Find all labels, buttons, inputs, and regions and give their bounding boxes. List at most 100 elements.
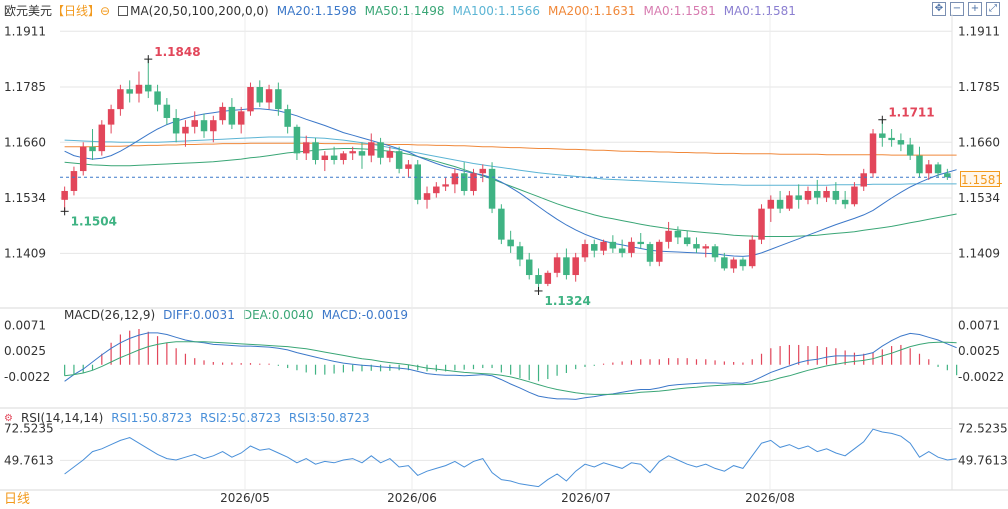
macd-y-tick-left: 0.0071: [4, 319, 46, 333]
candle-body: [553, 257, 561, 273]
candle-body: [423, 193, 431, 200]
x-tick-label: 2026/08: [745, 491, 795, 505]
candle-body: [879, 133, 886, 138]
candle-body: [563, 257, 570, 276]
candle-body: [302, 142, 310, 154]
candle-body: [832, 190, 840, 200]
candle-body: [488, 168, 496, 209]
y-tick-label-right: 1.1660: [958, 135, 1000, 149]
candle-body: [841, 199, 849, 205]
candle-body: [507, 239, 514, 247]
candle-body: [61, 190, 68, 200]
period-button[interactable]: 日线: [4, 492, 31, 507]
x-tick-label: 2026/06: [387, 491, 437, 505]
candle-body: [377, 142, 384, 158]
candle-body: [154, 91, 161, 105]
candle-body: [535, 275, 542, 284]
candle-body: [572, 257, 579, 276]
y-tick-label-right: 1.1911: [958, 24, 1000, 38]
macd-diff-value: DIFF:0.0031: [163, 308, 235, 322]
price-annotation: 1.1711: [888, 106, 934, 120]
x-tick-label: 2026/07: [561, 491, 611, 505]
zoom-in-icon[interactable]: +: [968, 2, 982, 16]
candle-body: [386, 151, 394, 158]
circle-toggle-icon[interactable]: ⊖: [100, 3, 111, 18]
candle-body: [358, 151, 366, 156]
candle-body: [498, 208, 505, 240]
symbol-label: 欧元美元: [4, 4, 53, 18]
candle-body: [525, 259, 533, 276]
candle-body: [888, 137, 895, 141]
candle-body: [368, 142, 375, 156]
macd-legend: MACD(26,12,9) DIFF:0.0031 DEA:0.0040 MAC…: [64, 308, 408, 322]
settings-icon[interactable]: ⚙: [4, 412, 13, 424]
macd-y-tick-right: 0.0025: [958, 344, 1000, 358]
candle-body: [934, 164, 942, 174]
candle-body: [925, 164, 933, 174]
y-tick-label-left: 1.1785: [4, 80, 46, 94]
candle-body: [730, 259, 737, 269]
candle-body: [395, 151, 403, 169]
candle-body: [340, 153, 347, 160]
candle-body: [814, 190, 821, 198]
candle-body: [581, 244, 589, 258]
candle-body: [98, 124, 106, 152]
candle-body: [544, 272, 552, 284]
candle-body: [182, 126, 189, 134]
price-annotation: 1.1848: [154, 45, 200, 59]
candle-body: [460, 173, 468, 191]
candle-body: [637, 241, 644, 245]
candle-body: [405, 164, 412, 169]
candle-body: [210, 120, 217, 132]
rsi-name: RSI(14,14,14): [20, 411, 104, 425]
candle-body: [107, 109, 115, 125]
candle-body: [275, 89, 282, 110]
ma50-value: MA50:1.1498: [364, 3, 445, 18]
candle-body: [191, 120, 198, 127]
candle-body: [219, 106, 226, 121]
candle-body: [693, 244, 700, 249]
y-tick-label-left: 1.1911: [4, 24, 46, 38]
ma50-line: [64, 148, 957, 237]
ma100-value: MA100:1.1566: [452, 3, 540, 18]
candle-body: [711, 246, 719, 258]
candle-body: [916, 155, 923, 174]
macd-y-tick-right: 0.0071: [958, 319, 1000, 333]
candle-body: [776, 199, 784, 209]
candle-body: [600, 241, 607, 251]
ma0-value-b: MA0:1.1581: [723, 3, 796, 18]
candle-body: [739, 259, 747, 267]
period-toggle[interactable]: 【日线】: [52, 4, 101, 18]
candle-body: [237, 111, 245, 125]
candle-body: [748, 239, 756, 267]
candle-body: [795, 195, 802, 200]
fullscreen-icon[interactable]: ⤢: [986, 2, 1000, 16]
zoom-out-icon[interactable]: −: [950, 2, 964, 16]
candle-body: [256, 87, 264, 103]
candle-body: [721, 257, 728, 269]
candle-body: [618, 248, 626, 253]
candle-body: [172, 117, 180, 134]
candle-body: [767, 199, 775, 209]
move-icon[interactable]: ✥: [932, 2, 946, 16]
candle-body: [163, 104, 171, 118]
ma-name: MA(20,50,100,200,0,0): [130, 3, 269, 18]
candle-body: [758, 208, 765, 240]
checkbox-icon[interactable]: [118, 5, 129, 16]
candle-body: [442, 184, 449, 187]
rsi2-value: RSI2:50.8723: [200, 411, 281, 425]
candle-body: [906, 144, 914, 156]
ma20-line: [64, 108, 957, 257]
price-annotation: 1.1324: [545, 294, 591, 308]
macd-hist-value: MACD:-0.0019: [321, 308, 409, 322]
candle-body: [646, 244, 654, 262]
y-tick-label-left: 1.1409: [4, 246, 46, 260]
candle-body: [126, 89, 133, 94]
macd-diff-line: [64, 332, 957, 400]
candle-body: [135, 84, 143, 94]
candle-body: [628, 241, 635, 253]
rsi-y-tick-left: 49.7613: [4, 453, 54, 467]
candle-body: [451, 173, 459, 185]
candle-body: [79, 146, 87, 172]
